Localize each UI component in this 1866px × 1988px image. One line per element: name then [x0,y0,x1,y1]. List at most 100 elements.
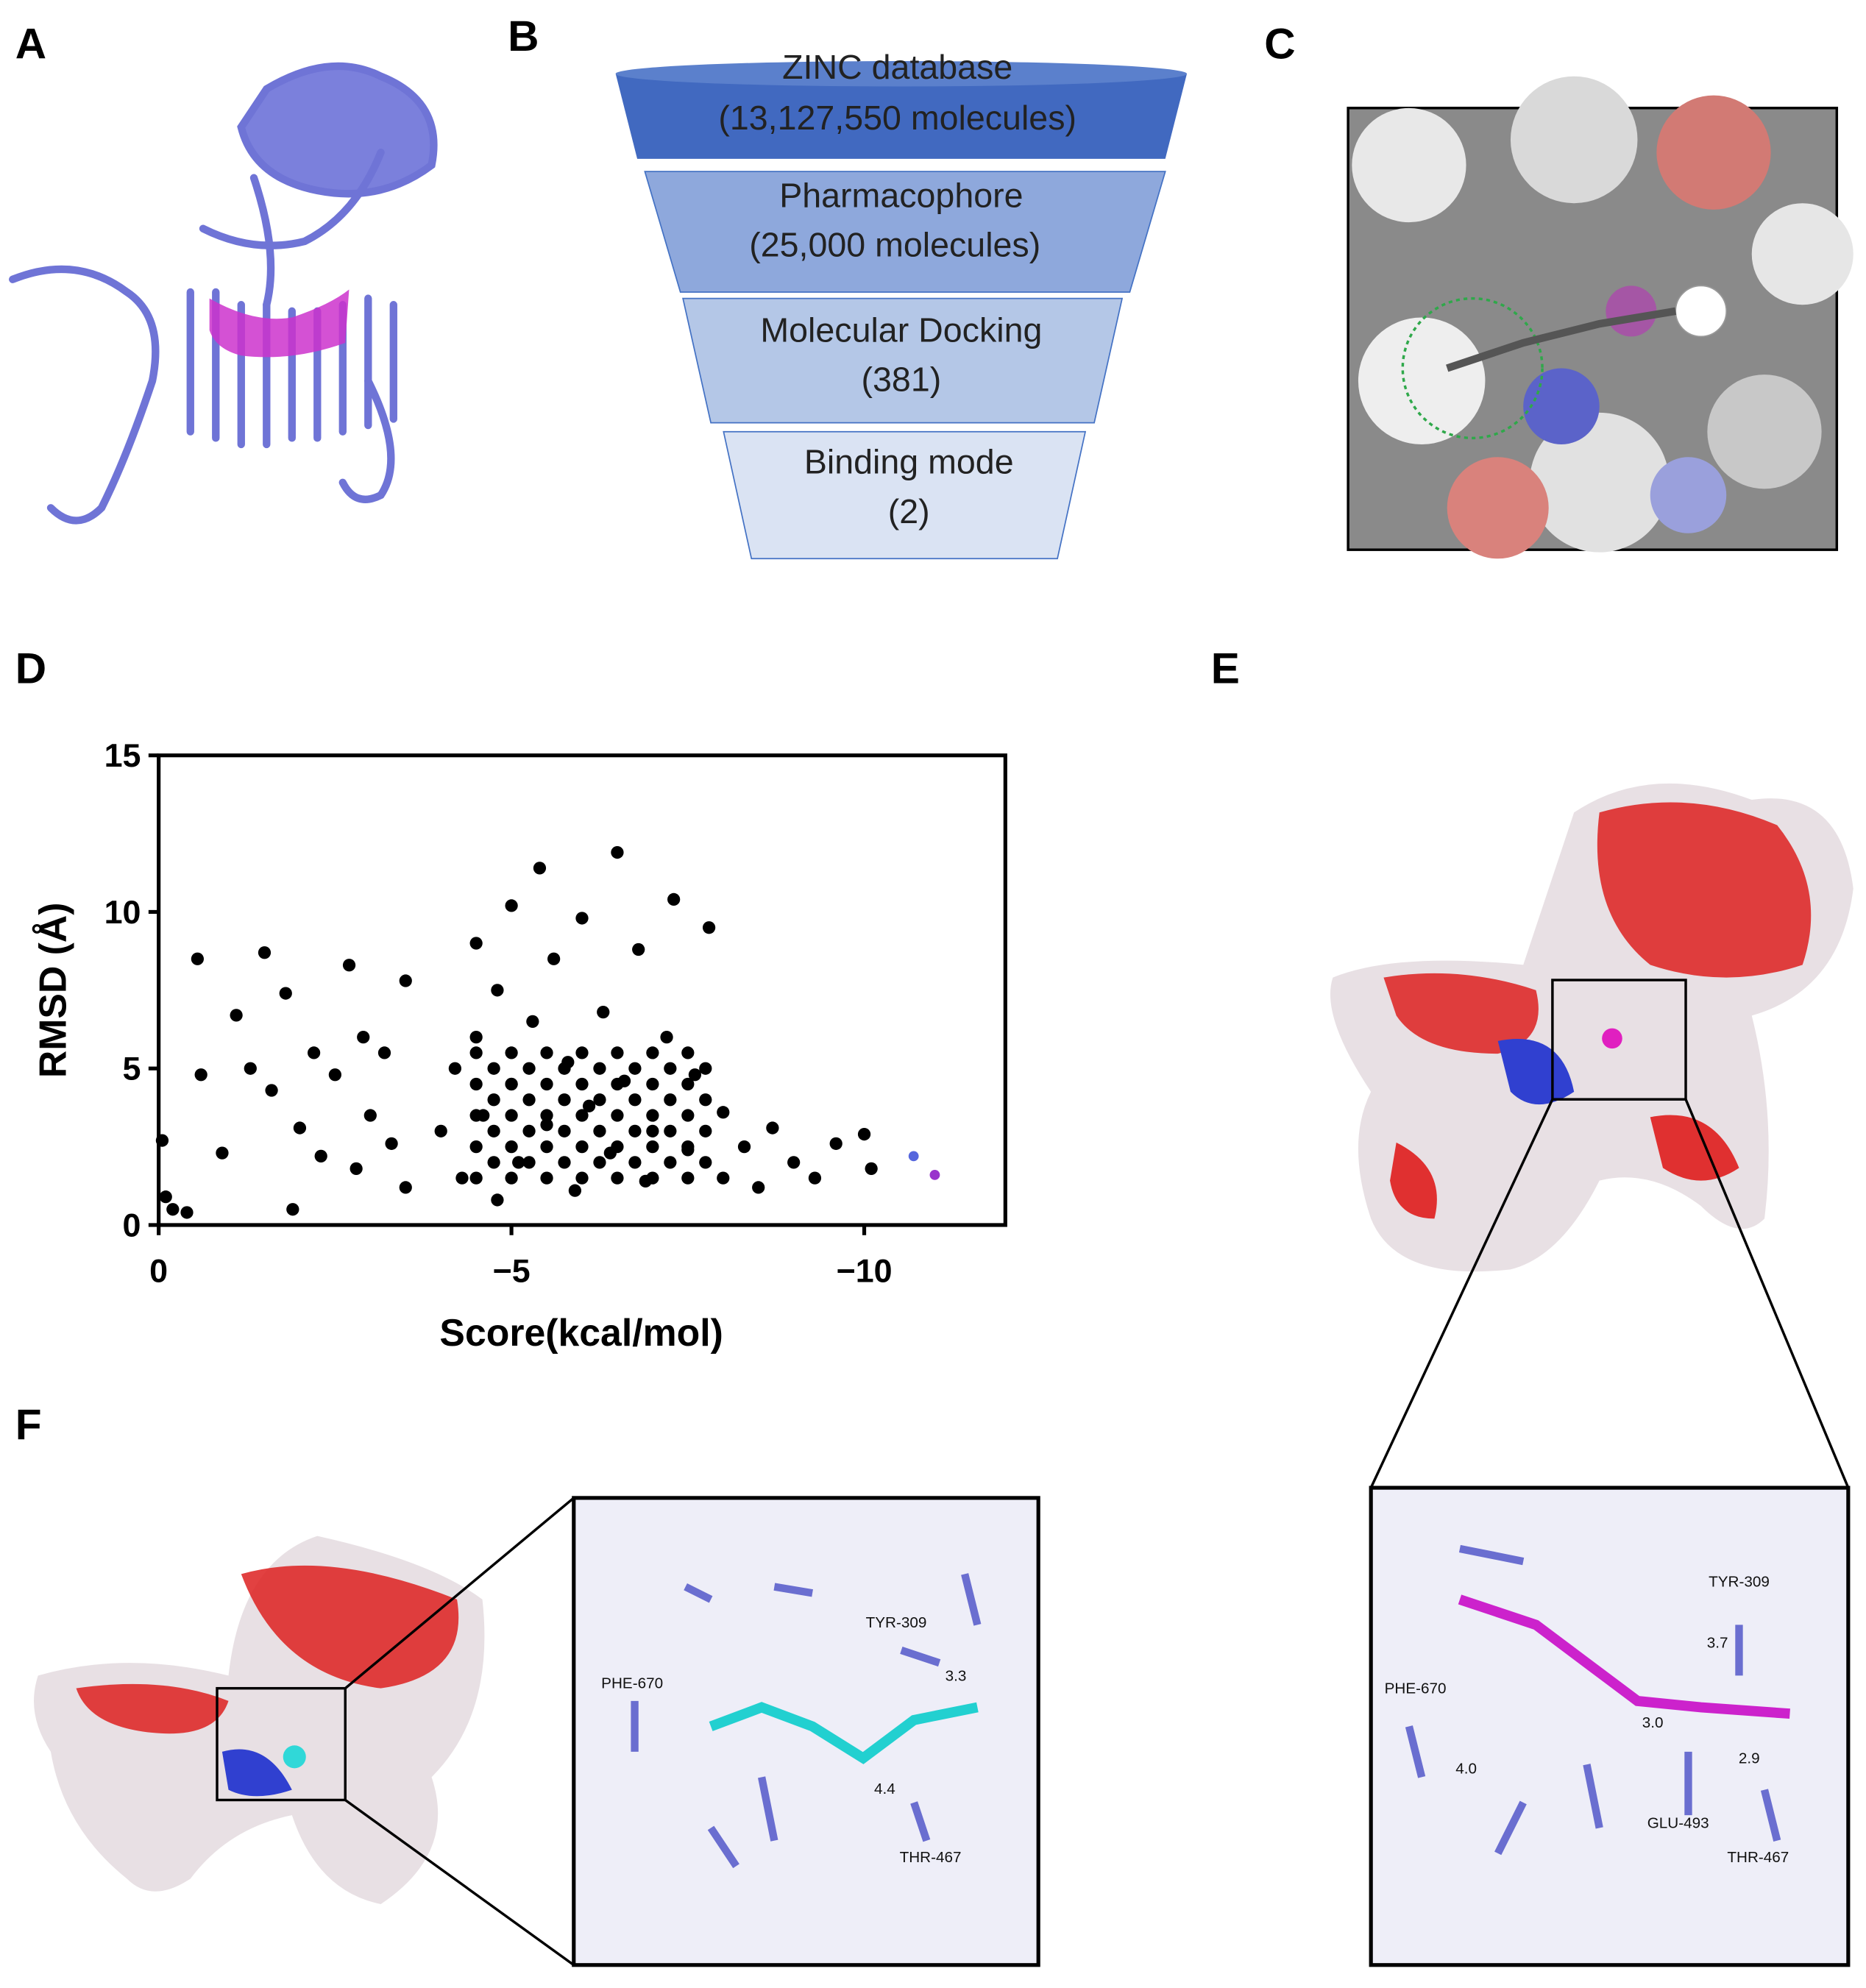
panel-label: C [1264,21,1295,68]
data-point [660,1031,673,1044]
data-point [575,1077,589,1091]
panel-label: A [15,21,46,68]
distance-label: 2.9 [1739,1750,1760,1767]
data-point [505,1109,518,1122]
data-point [611,845,624,859]
data-point [180,1206,194,1219]
distance-label: 3.3 [946,1667,967,1684]
data-point [166,1203,180,1216]
x-tick-label: 0 [149,1252,168,1290]
data-point [399,1181,412,1194]
data-point [664,1124,677,1137]
data-point [293,1121,307,1135]
residue-label: GLU-493 [1647,1814,1709,1831]
data-point [568,1184,582,1197]
data-point [829,1137,842,1150]
data-point [533,862,547,875]
data-point [593,1062,606,1075]
pharmacophore-surface [1347,76,1853,559]
data-point [342,959,356,972]
data-point [491,984,504,997]
data-point [279,987,292,1000]
data-point [611,1109,624,1122]
funnel-step [723,430,1087,560]
funnel-count: (2) [888,492,930,530]
panel-label: F [15,1402,42,1449]
data-point [491,1193,504,1207]
data-point [664,1062,677,1075]
data-point [216,1146,229,1160]
data-point [505,1171,518,1185]
data-point [664,1156,677,1169]
funnel-title: ZINC database [782,48,1012,86]
data-point [469,1109,483,1122]
residue-label: PHE-670 [601,1675,663,1692]
funnel-step [615,74,1188,159]
data-point [522,1062,536,1075]
data-point [505,1077,518,1091]
y-axis-label: RMSD (Å) [32,903,74,1079]
data-point [258,946,272,959]
data-point [244,1062,257,1075]
residue-label: THR-467 [1727,1849,1789,1866]
data-point [597,1005,610,1019]
data-point [628,1062,642,1075]
data-point [575,912,589,925]
data-point [575,1046,589,1059]
panel-label: E [1211,645,1240,692]
data-point [230,1009,243,1022]
data-point [632,942,645,956]
data-point [646,1171,659,1185]
data-point [540,1077,553,1091]
x-tick-label: −10 [837,1252,893,1290]
data-point [628,1124,642,1137]
data-point [702,921,716,934]
data-point [593,1124,606,1137]
data-point [558,1156,571,1169]
funnel-title: Binding mode [804,443,1014,481]
funnel-top [615,61,1188,87]
y-tick-label: 5 [123,1050,141,1087]
data-point [469,1171,483,1185]
data-point [526,1015,539,1029]
plot-frame [157,753,1007,1227]
distance-label: 4.0 [1455,1760,1477,1777]
data-point [646,1077,659,1091]
data-point [646,1046,659,1059]
data-point [667,892,681,906]
funnel-count: (13,127,550 molecules) [718,99,1076,137]
data-point [857,1127,871,1141]
funnel-title: Pharmacophore [779,176,1023,214]
data-point [699,1062,712,1075]
funnel-step [682,297,1124,424]
residue-label: TYR-309 [866,1614,927,1631]
y-tick-label: 10 [104,893,141,931]
data-point [357,1031,370,1044]
data-point [363,1109,377,1122]
protein-cartoon [9,62,438,525]
data-point [377,1046,391,1059]
electrostatic-surface [34,1496,1040,1967]
data-point [575,1171,589,1185]
data-point [681,1171,695,1185]
data-point [469,1140,483,1154]
data-point [455,1171,469,1185]
data-point [575,1109,589,1122]
x-tick-label: −5 [493,1252,531,1290]
data-point [307,1046,321,1059]
data-point [593,1093,606,1107]
data-point [681,1109,695,1122]
data-point [593,1156,606,1169]
data-point [787,1156,801,1169]
data-point [547,952,561,965]
data-point [766,1121,779,1135]
data-point [448,1062,462,1075]
data-point [681,1046,695,1059]
data-point [328,1068,341,1082]
data-point [646,1124,659,1137]
data-point [929,1169,940,1180]
distance-label: 3.7 [1707,1634,1728,1651]
data-point [628,1156,642,1169]
data-point [434,1124,447,1137]
y-tick-label: 0 [123,1207,141,1244]
